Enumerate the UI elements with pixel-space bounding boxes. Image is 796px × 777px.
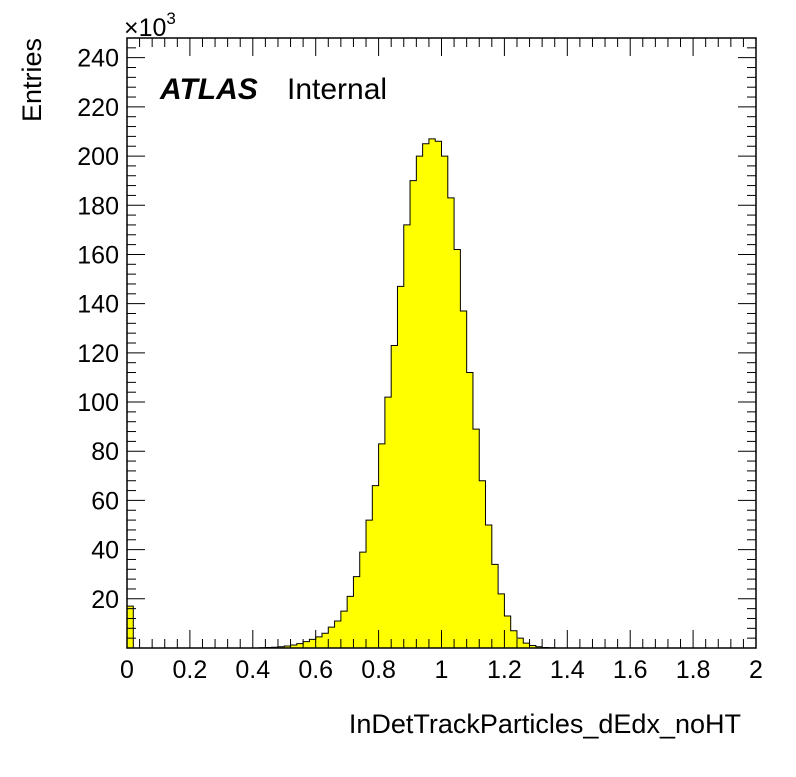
histogram-bin	[127, 606, 134, 648]
x-tick-label: 1.2	[487, 656, 522, 684]
histogram-bin	[486, 525, 493, 648]
histogram-bin	[473, 429, 480, 648]
histogram-bin	[397, 286, 404, 648]
histogram-bin	[316, 637, 323, 648]
y-tick-label: 100	[77, 389, 119, 417]
histogram-bin	[517, 638, 524, 648]
histogram-bin	[454, 250, 461, 648]
histogram-bin	[379, 444, 386, 648]
x-axis-title: InDetTrackParticles_dEdx_noHT	[349, 709, 741, 739]
histogram-bin	[435, 141, 442, 648]
y-tick-label: 180	[77, 192, 119, 220]
histogram-bin	[322, 633, 329, 648]
histogram-bin	[416, 156, 423, 648]
histogram-bin	[448, 198, 455, 648]
y-tick-label: 220	[77, 94, 119, 122]
y-tick-label: 140	[77, 291, 119, 319]
y-tick-label: 240	[77, 45, 119, 73]
histogram-bin	[385, 397, 392, 648]
histogram-bin	[366, 520, 373, 648]
y-tick-label: 60	[91, 487, 119, 515]
histogram-bin	[335, 621, 342, 648]
x-tick-label: 2	[749, 656, 763, 684]
histogram-bin	[309, 639, 316, 648]
histogram-bin	[504, 616, 511, 648]
histogram-bin	[404, 225, 411, 648]
histogram-bin	[423, 144, 430, 648]
histogram-bin	[391, 345, 398, 648]
histogram-bin	[303, 642, 310, 648]
histogram-bin	[479, 481, 486, 648]
histogram-bin	[410, 181, 417, 648]
y-tick-label: 200	[77, 143, 119, 171]
x-tick-label: 0.6	[298, 656, 333, 684]
histogram-bin	[511, 631, 518, 648]
histogram-bin	[498, 594, 505, 648]
histogram-bin	[467, 373, 474, 648]
y-axis-title: Entries	[17, 38, 47, 122]
y-tick-label: 160	[77, 241, 119, 269]
histogram-bin	[341, 611, 348, 648]
y-tick-label: 40	[91, 537, 119, 565]
histogram-bin	[372, 486, 379, 648]
x-tick-label: 1.6	[613, 656, 648, 684]
x-tick-label: 0.4	[235, 656, 270, 684]
histogram-bin	[347, 596, 354, 648]
y-tick-label: 120	[77, 340, 119, 368]
x-tick-label: 0.2	[173, 656, 208, 684]
x-tick-label: 1.8	[676, 656, 711, 684]
histogram-bin	[492, 564, 499, 648]
atlas-label: ATLAS	[159, 73, 258, 106]
histogram-bin	[360, 552, 367, 648]
x-tick-label: 1.4	[550, 656, 585, 684]
histogram-bin	[353, 577, 360, 648]
x-tick-label: 1	[435, 656, 449, 684]
histogram-bin	[442, 156, 449, 648]
histogram-bin	[328, 627, 335, 648]
histogram-bin	[460, 311, 467, 648]
y-tick-label: 80	[91, 438, 119, 466]
histogram-bin	[429, 139, 436, 648]
x-tick-label: 0.8	[361, 656, 396, 684]
x-tick-label: 0	[120, 656, 134, 684]
y-tick-label: 20	[91, 586, 119, 614]
internal-label: Internal	[287, 73, 387, 106]
